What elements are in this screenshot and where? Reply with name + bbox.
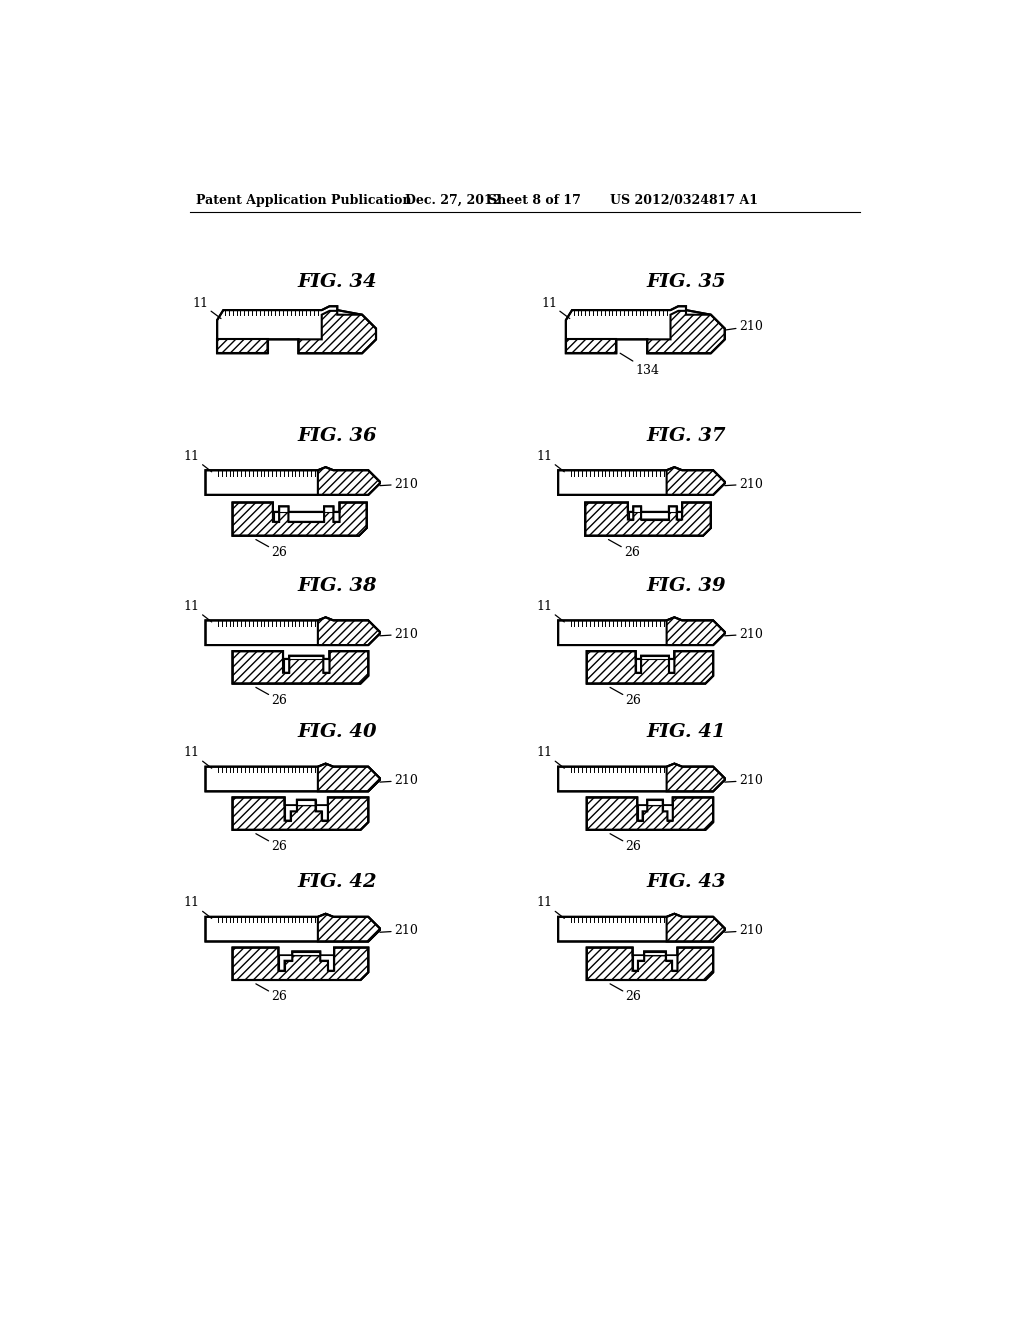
Text: 134: 134 <box>621 354 659 376</box>
Polygon shape <box>558 763 725 792</box>
Polygon shape <box>232 948 369 979</box>
Text: 11: 11 <box>541 297 569 318</box>
Polygon shape <box>586 503 711 536</box>
Text: 11: 11 <box>183 450 212 471</box>
Text: FIG. 42: FIG. 42 <box>297 874 377 891</box>
Polygon shape <box>629 507 681 520</box>
Polygon shape <box>206 618 380 645</box>
Polygon shape <box>587 797 713 830</box>
Text: 210: 210 <box>380 924 418 937</box>
Polygon shape <box>206 913 380 941</box>
Polygon shape <box>587 948 713 979</box>
Text: 26: 26 <box>608 540 640 560</box>
Text: 11: 11 <box>183 896 212 919</box>
Text: FIG. 36: FIG. 36 <box>297 426 377 445</box>
Text: FIG. 35: FIG. 35 <box>646 273 726 290</box>
Text: 11: 11 <box>183 601 212 622</box>
Polygon shape <box>667 467 725 495</box>
Text: 26: 26 <box>256 540 288 560</box>
Text: FIG. 34: FIG. 34 <box>297 273 377 290</box>
Text: FIG. 43: FIG. 43 <box>646 874 726 891</box>
Text: FIG. 40: FIG. 40 <box>297 723 377 741</box>
Polygon shape <box>299 312 376 354</box>
Text: 11: 11 <box>193 297 221 318</box>
Text: 11: 11 <box>537 896 564 919</box>
Text: FIG. 38: FIG. 38 <box>297 577 377 595</box>
Polygon shape <box>667 763 725 792</box>
Polygon shape <box>558 618 725 645</box>
Text: 210: 210 <box>725 478 763 491</box>
Text: 26: 26 <box>256 983 288 1003</box>
Polygon shape <box>667 913 725 941</box>
Polygon shape <box>587 651 713 684</box>
Text: 210: 210 <box>725 628 763 640</box>
Text: 210: 210 <box>380 628 418 640</box>
Polygon shape <box>667 618 725 645</box>
Text: 210: 210 <box>725 924 763 937</box>
Polygon shape <box>232 948 369 979</box>
Text: 210: 210 <box>380 774 418 787</box>
Polygon shape <box>317 618 380 645</box>
Text: 26: 26 <box>256 688 288 708</box>
Polygon shape <box>217 339 267 354</box>
Polygon shape <box>280 952 334 970</box>
Polygon shape <box>638 800 672 821</box>
Polygon shape <box>587 651 713 684</box>
Polygon shape <box>587 948 713 979</box>
Polygon shape <box>317 913 380 941</box>
Text: 26: 26 <box>256 834 288 853</box>
Polygon shape <box>232 503 367 536</box>
Polygon shape <box>232 797 369 830</box>
Polygon shape <box>587 797 713 830</box>
Text: FIG. 39: FIG. 39 <box>646 577 726 595</box>
Polygon shape <box>317 467 380 495</box>
Polygon shape <box>558 913 725 941</box>
Polygon shape <box>232 651 369 684</box>
Text: Patent Application Publication: Patent Application Publication <box>197 194 412 207</box>
Polygon shape <box>558 467 725 495</box>
Polygon shape <box>273 507 339 521</box>
Text: 26: 26 <box>610 688 641 708</box>
Polygon shape <box>647 312 725 354</box>
Polygon shape <box>566 306 725 354</box>
Text: 210: 210 <box>380 478 418 491</box>
Text: 11: 11 <box>537 450 564 471</box>
Polygon shape <box>232 651 369 684</box>
Text: FIG. 41: FIG. 41 <box>646 723 726 741</box>
Polygon shape <box>206 763 380 792</box>
Polygon shape <box>586 503 711 536</box>
Text: 11: 11 <box>183 746 212 768</box>
Text: US 2012/0324817 A1: US 2012/0324817 A1 <box>610 194 758 207</box>
Polygon shape <box>317 763 380 792</box>
Text: 210: 210 <box>725 319 763 333</box>
Polygon shape <box>286 800 328 821</box>
Polygon shape <box>206 467 380 495</box>
Text: 11: 11 <box>537 601 564 622</box>
Text: 26: 26 <box>610 983 641 1003</box>
Polygon shape <box>284 656 329 673</box>
Text: 11: 11 <box>537 746 564 768</box>
Polygon shape <box>232 503 367 536</box>
Text: Sheet 8 of 17: Sheet 8 of 17 <box>487 194 581 207</box>
Polygon shape <box>633 952 677 970</box>
Polygon shape <box>636 656 674 673</box>
Text: 26: 26 <box>610 834 641 853</box>
Text: FIG. 37: FIG. 37 <box>646 426 726 445</box>
Text: 210: 210 <box>725 774 763 787</box>
Polygon shape <box>232 797 369 830</box>
Polygon shape <box>566 339 616 354</box>
Polygon shape <box>217 306 376 354</box>
Text: Dec. 27, 2012: Dec. 27, 2012 <box>406 194 502 207</box>
